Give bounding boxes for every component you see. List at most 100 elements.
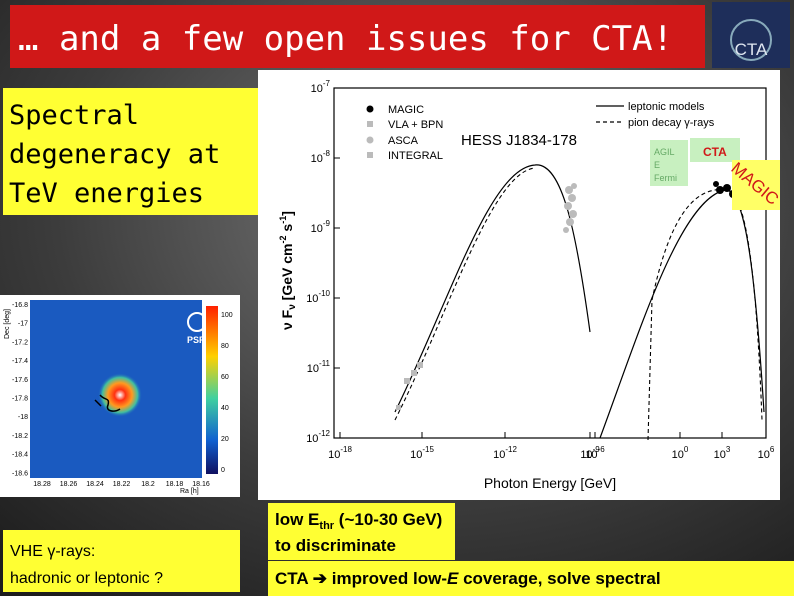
yellow-box [3, 88, 258, 215]
tick-base: 10 [493, 449, 505, 461]
shape: 10-18 10-15 10-12 10-910-6 100 103 106 [328, 445, 775, 461]
x-tick-label: 18.24 [86, 481, 104, 488]
shape: -16.8 -17 -17.2 -17.4 -17.6 -17.8 -18 -18.2 -18.… [12, 302, 28, 477]
y-tick-label: -18.2 [12, 433, 28, 440]
shape: 100 80 60 40 20 0 [221, 312, 233, 474]
tick-exp: -10 [318, 289, 330, 298]
slide-title: … and a few open issues for CTA! [18, 19, 673, 59]
shape [564, 202, 572, 210]
source-box [455, 123, 600, 155]
x-tick-label: 18.28 [33, 481, 51, 488]
y-tick-label: 10-8 [311, 149, 331, 165]
shape [404, 378, 410, 384]
tick-exp: -9 [323, 219, 331, 228]
x-tick-label: 18.16 [192, 481, 210, 488]
sed-x-label: Photon Energy [GeV] [484, 475, 616, 491]
x-tick-label: 106 [758, 445, 775, 461]
tick-base: 10 [311, 83, 323, 95]
logo-text: CTA [735, 40, 768, 59]
yellow-box [3, 530, 240, 592]
tick-exp: -8 [323, 149, 331, 158]
source-label: HESS J1834-178 [461, 132, 577, 149]
x-tick-label: 18.18 [166, 481, 184, 488]
note-text: low Ethr (~10-30 GeV) [275, 510, 442, 532]
pion-curve [394, 167, 763, 441]
y-tick-label: -18.4 [12, 452, 28, 459]
y-tick-label: 10-11 [307, 359, 331, 375]
note-box [268, 561, 794, 596]
y-tick-label: -17.2 [12, 339, 28, 346]
x-tick-label: 10-15 [410, 445, 434, 461]
x-tick-label: 103 [714, 445, 731, 461]
text-part: CTA [275, 569, 313, 588]
note-text: to discriminate [275, 536, 396, 555]
skymap: PSF Dec [deg] Ra [h] -16.8-17-17.2-17.4-… [0, 295, 240, 497]
text-part: s [279, 224, 295, 236]
y-tick-label: -17.4 [12, 358, 28, 365]
colorbar [206, 306, 218, 474]
colorbar-label: 100 [221, 312, 233, 319]
shape [713, 181, 719, 187]
x-tick-label: 100 [672, 445, 689, 461]
skymap-y-label: Dec [deg] [4, 309, 11, 339]
tick-base: 10 [311, 223, 323, 235]
tick-exp: 6 [770, 445, 775, 454]
colorbar-label: 80 [221, 343, 229, 350]
tick-exp: -11 [319, 359, 331, 368]
legend-symbol [367, 152, 373, 158]
box-line: hadronic or leptonic ? [10, 570, 163, 587]
text-part: low E [275, 510, 319, 529]
shape [417, 362, 423, 368]
colorbar-label: 60 [221, 374, 229, 381]
y-tick-label: 10-7 [311, 79, 331, 95]
legend-symbol [367, 121, 373, 127]
tick-base: 10 [758, 449, 770, 461]
x-tick-label: 10-6 [585, 445, 605, 461]
y-tick-label: -18.6 [12, 470, 28, 477]
x-tick-label: 10-18 [328, 445, 352, 461]
shape: 18.28 18.26 18.24 18.22 18.2 18.18 18.16 [33, 481, 210, 488]
y-tick-label: -17.8 [12, 396, 28, 403]
x-tick-label: 18.22 [113, 481, 131, 488]
y-tick-label: -16.8 [12, 302, 28, 309]
tick-base: 10 [311, 153, 323, 165]
colorbar-label: 40 [221, 405, 229, 412]
title-bar [10, 5, 705, 68]
tick-base: 10 [714, 449, 726, 461]
text-part: thr [319, 520, 334, 532]
y-tick-label: -17 [18, 321, 28, 328]
shape [411, 370, 417, 376]
colorbar-label: 20 [221, 436, 229, 443]
skymap-x-label: Ra [h] [180, 488, 199, 495]
contour [94, 394, 121, 412]
legend-symbol [366, 136, 374, 144]
legend-label: INTEGRAL [388, 150, 443, 162]
x-tick-label: 18.26 [60, 481, 78, 488]
legend-symbol [366, 105, 374, 113]
box-line: degeneracy at [9, 139, 220, 170]
tick-base: 10 [306, 433, 318, 445]
tick-exp: -12 [505, 445, 517, 454]
tick-base: 10 [307, 363, 319, 375]
box-line: TeV energies [9, 178, 204, 209]
legend-label: pion decay γ-rays [628, 117, 715, 129]
fermi-box [650, 140, 688, 186]
cta-label: CTA [703, 145, 727, 159]
y-tick-label: 10-10 [306, 289, 330, 305]
box-line: VHE γ-rays: [10, 543, 95, 560]
box-line: Spectral [9, 100, 139, 131]
shape [568, 194, 576, 202]
shape [566, 218, 574, 226]
legend-label: VLA + BPN [388, 119, 443, 131]
shape [565, 186, 573, 194]
text-part: -1 [278, 216, 288, 224]
tick-base: 10 [585, 449, 597, 461]
y-tick-label: -17.6 [12, 377, 28, 384]
text-part: ν F [279, 309, 295, 330]
tick-exp: -7 [323, 79, 331, 88]
fermi-label: Fermi [654, 173, 677, 183]
colorbar-label: 0 [221, 467, 225, 474]
logo-bg [712, 2, 790, 68]
shape [563, 227, 569, 233]
